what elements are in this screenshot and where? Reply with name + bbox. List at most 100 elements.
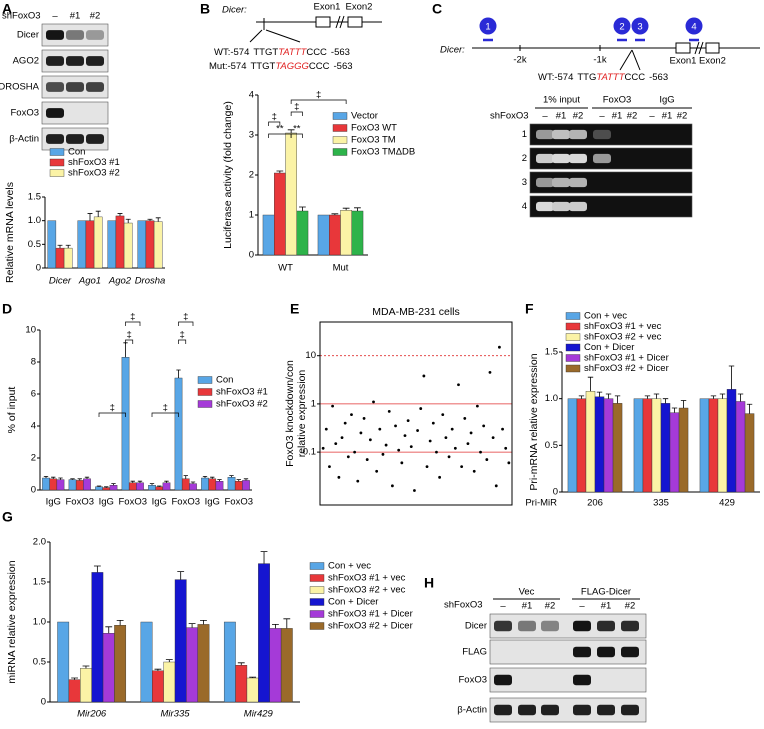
band [569,177,587,188]
legend-swatch [49,148,65,156]
point [494,484,498,488]
x-tick-label: Mut [333,263,349,274]
legend-label: shFoxO3 #2 + vec [584,332,662,343]
lane-label: – [649,111,655,122]
point [394,424,397,428]
bracket [290,99,347,104]
zoom [619,49,641,71]
gene-label: Dicer: [440,45,465,56]
x-axis-label: Pri-MiR [525,498,557,509]
legend-label: Con + vec [328,561,371,572]
error-bar [237,662,245,666]
lane-label: #1 [662,111,673,122]
lane-label: #1 [612,111,623,122]
row-label: 3 [522,177,527,188]
point [375,469,379,473]
bar [603,398,614,493]
error-bar [149,483,155,486]
bar [189,483,197,491]
row-label: FoxO3 [10,108,39,119]
band [494,704,512,716]
bracket [125,321,141,326]
y-tick-label: 8 [31,357,36,368]
point [504,446,508,450]
bar [269,628,282,703]
y-tick-label: 1.5 [33,577,46,588]
bar [174,377,183,491]
y-tick-label: 1.0 [545,393,558,404]
error-bar [77,478,82,481]
point [441,413,445,417]
bar [660,403,671,493]
band [518,704,536,716]
legend-swatch [565,312,581,320]
point [475,404,479,408]
bar [223,621,236,703]
lane-label: #1 [522,601,533,612]
row-label: FoxO3 [458,675,487,686]
error-bar [331,213,339,215]
site-number: 1 [485,22,490,33]
annotation: ‡ [316,90,321,101]
y-tick-label: 10 [25,325,36,336]
band [46,30,64,40]
x-tick-label: Drosha [135,276,166,287]
blot-strip [489,697,647,723]
lane-label: #2 [627,111,638,122]
error-bar [210,476,215,479]
error-bar [342,207,350,211]
bar [612,403,623,493]
legend-swatch [197,400,213,408]
error-bar [287,129,295,133]
error-bar [123,342,128,358]
legend-swatch [565,322,581,331]
bar [121,357,130,491]
band [66,134,84,144]
panel-label: A [2,1,12,17]
seq-part: CCC [625,72,646,83]
bar [317,214,330,256]
y-axis-label: relative expression [296,370,308,458]
lane-label: #2 [625,601,636,612]
bar [699,398,710,493]
point [350,413,353,417]
band [597,704,615,716]
blot-strip [489,639,647,665]
legend-swatch [309,610,325,618]
error-bar [680,400,687,408]
site-number: 4 [691,22,696,33]
bar [85,220,95,269]
error-bar [51,476,56,479]
bar [227,477,236,491]
bar [594,396,605,493]
lane-label: – [500,601,506,612]
error-bar [183,475,188,479]
point [482,424,486,428]
point [362,417,366,420]
annotation: ** [293,124,301,135]
bracket [268,121,281,126]
bar [68,479,77,491]
bar [340,209,352,256]
panel-label: D [2,301,12,317]
band [536,177,554,188]
bar [181,478,190,491]
x-tick-label: Dicer [49,276,72,287]
legend-swatch [332,112,348,120]
seq-part: TATTT [596,72,625,83]
y-tick-label: 4 [31,421,36,432]
bar [57,621,70,703]
point [498,345,501,349]
error-bar [587,376,594,392]
error-bar [164,480,169,483]
band [569,153,587,164]
bar [49,478,58,491]
bar [726,389,737,493]
bar [140,621,153,703]
y-tick-label: 10 [305,350,316,361]
row-label: 2 [522,153,527,164]
break [335,15,345,29]
legend-label: shFoxO3 #1 + vec [584,321,662,332]
legend-swatch [332,148,348,156]
y-axis-label: Luciferase activity (fold change) [222,101,234,249]
